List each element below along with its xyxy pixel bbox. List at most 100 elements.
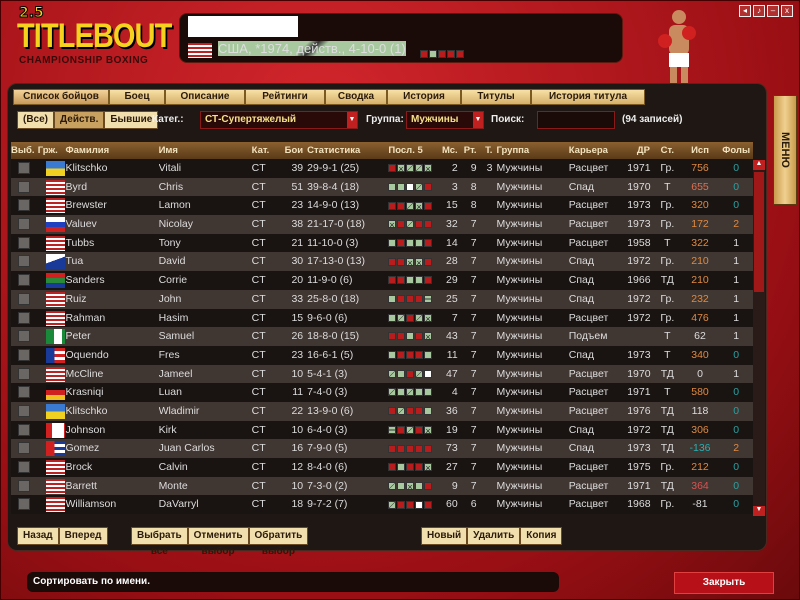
- table-row[interactable]: Ruiz John CT 33 25-8-0 (18) 25 7 Мужчины Спад 197…: [11, 289, 753, 309]
- filter-all-button[interactable]: (Все): [17, 111, 55, 129]
- title: [481, 271, 497, 290]
- tab-2[interactable]: Описание: [165, 89, 245, 105]
- select-checkbox[interactable]: [18, 236, 30, 249]
- tab-4[interactable]: Сводка: [325, 89, 387, 105]
- column-header[interactable]: Исп: [691, 145, 709, 156]
- table-row[interactable]: Gomez Juan Carlos CT 16 7-9-0 (5) 73 7 Мужчины С…: [11, 439, 753, 458]
- style: Т: [664, 330, 671, 343]
- select-checkbox[interactable]: [18, 255, 30, 268]
- column-header[interactable]: Группа: [496, 145, 530, 156]
- tab-3[interactable]: Рейтинги: [245, 89, 325, 105]
- column-header[interactable]: Фамилия: [65, 145, 110, 156]
- table-row[interactable]: Sanders Corrie CT 20 11-9-0 (6) 29 7 Мужчины Спа…: [11, 271, 753, 290]
- select-checkbox[interactable]: [18, 180, 30, 193]
- table-row[interactable]: Byrd Chris CT 51 39-8-4 (18) 3 8 Мужчины Спад 197…: [11, 177, 753, 197]
- tab-5[interactable]: История: [387, 89, 461, 105]
- select-checkbox[interactable]: [18, 423, 30, 436]
- table-row[interactable]: Williamson DaVarryl CT 18 9-7-2 (7) 60 6 Мужчин…: [11, 495, 753, 515]
- column-header[interactable]: Рт.: [463, 145, 477, 156]
- column-header[interactable]: Кат.: [251, 145, 270, 156]
- select-checkbox[interactable]: [18, 311, 30, 324]
- filter-active-button[interactable]: Действ.: [54, 111, 105, 129]
- column-header[interactable]: Грж.: [37, 145, 58, 156]
- action-button[interactable]: Вперед: [58, 527, 108, 545]
- tab-7[interactable]: История титула: [531, 89, 645, 105]
- select-checkbox[interactable]: [18, 292, 30, 305]
- last5-result-icon: [415, 182, 424, 191]
- last5-result-icon: [415, 313, 424, 322]
- record: 7-4-0 (3): [307, 386, 348, 399]
- career: Расцвет: [568, 461, 609, 473]
- column-header[interactable]: Посл. 5: [388, 145, 423, 156]
- group-select[interactable]: Мужчины ▼: [406, 111, 484, 129]
- scroll-down-icon[interactable]: ▼: [753, 506, 765, 516]
- column-header[interactable]: Имя: [158, 145, 178, 156]
- table-row[interactable]: Johnson Kirk CT 106-4-0 (3) 19 7 Мужчины Спад 19…: [11, 420, 753, 440]
- minimize-icon[interactable]: –: [767, 5, 779, 17]
- tab-0[interactable]: Список бойцов: [13, 89, 109, 105]
- table-row[interactable]: Tubbs Tony CT 21 11-10-0 (3) 14 7 Мужчины Расцве…: [11, 233, 753, 253]
- table-row[interactable]: Brock Calvin CT 128-4-0 (6) 27 7 Мужчины Расцве…: [11, 458, 753, 477]
- action-button[interactable]: Копия: [520, 527, 563, 545]
- column-header[interactable]: ДР: [636, 145, 650, 156]
- table-row[interactable]: Klitschko Wladimir CT 22 13-9-0 (6) 36 7 Мужчин…: [11, 401, 753, 421]
- select-checkbox[interactable]: [18, 442, 30, 455]
- music-icon[interactable]: ♪: [753, 5, 765, 17]
- column-header[interactable]: Бои: [284, 145, 304, 156]
- select-checkbox[interactable]: [18, 461, 30, 473]
- select-checkbox[interactable]: [18, 367, 30, 380]
- table-row[interactable]: Barrett Monte CT 107-3-0 (2) 97 Мужчины Расцве…: [11, 476, 753, 496]
- close-icon[interactable]: x: [781, 5, 793, 17]
- scrollbar[interactable]: ▲ ▼: [753, 160, 765, 516]
- surname: Barrett: [65, 479, 97, 492]
- menu-side-tab[interactable]: МЕНЮ: [773, 95, 797, 205]
- filter-retired-button[interactable]: Бывшие: [104, 111, 159, 129]
- scroll-thumb[interactable]: [754, 172, 764, 292]
- select-checkbox[interactable]: [18, 386, 30, 399]
- select-checkbox[interactable]: [18, 479, 30, 492]
- action-button[interactable]: Назад: [17, 527, 59, 545]
- select-checkbox[interactable]: [18, 498, 30, 511]
- select-checkbox[interactable]: [18, 162, 30, 174]
- action-button[interactable]: Отменить выбор: [187, 527, 249, 557]
- experience: 210: [691, 255, 709, 268]
- table-row[interactable]: Oquendo Fres CT 23 16-6-1 (5) 11 7 Мужчины Спад 1…: [11, 345, 753, 365]
- last5-result-icon: [388, 313, 397, 322]
- action-button[interactable]: Удалить: [467, 527, 521, 545]
- select-checkbox[interactable]: [18, 274, 30, 287]
- surname: Tubbs: [65, 236, 95, 249]
- table-row[interactable]: McCline Jameel CT 10 5-4-1 (3) 47 7 Мужчины Расц…: [11, 364, 753, 384]
- select-checkbox[interactable]: [18, 348, 30, 361]
- tab-1[interactable]: Боец: [109, 89, 165, 105]
- column-header[interactable]: Мс.: [441, 145, 458, 156]
- column-header[interactable]: Выб.: [11, 145, 35, 156]
- tab-6[interactable]: Титулы: [461, 89, 531, 105]
- sound-icon[interactable]: ◂: [739, 5, 751, 17]
- table-row[interactable]: Rahman Hasim CT 159-6-0 (6) 77 Мужчины Расцвет…: [11, 308, 753, 328]
- column-header[interactable]: Статистика: [307, 145, 361, 156]
- flag-icon: [45, 422, 66, 438]
- close-button[interactable]: Закрыть: [674, 572, 774, 594]
- column-header[interactable]: Т.: [485, 145, 493, 156]
- action-button[interactable]: Новый: [421, 527, 468, 545]
- category: CT: [251, 236, 266, 249]
- column-header[interactable]: Фолы: [722, 145, 751, 156]
- select-checkbox[interactable]: [18, 218, 30, 231]
- scroll-up-icon[interactable]: ▲: [753, 160, 765, 170]
- select-checkbox[interactable]: [18, 330, 30, 343]
- search-input[interactable]: [537, 111, 615, 129]
- career: Расцвет: [568, 367, 609, 380]
- column-header[interactable]: Ст.: [660, 145, 674, 156]
- table-row[interactable]: Krasniqi Luan CT 11 7-4-0 (3) 4 7 Мужчины Расцве…: [11, 383, 753, 402]
- column-header[interactable]: Карьера: [568, 145, 608, 156]
- select-checkbox[interactable]: [18, 199, 30, 212]
- action-button[interactable]: Выбрать все: [131, 527, 188, 557]
- action-button[interactable]: Обратить выбор: [248, 527, 309, 557]
- category-select[interactable]: СТ-Супертяжелый ▼: [200, 111, 358, 129]
- select-checkbox[interactable]: [18, 404, 30, 417]
